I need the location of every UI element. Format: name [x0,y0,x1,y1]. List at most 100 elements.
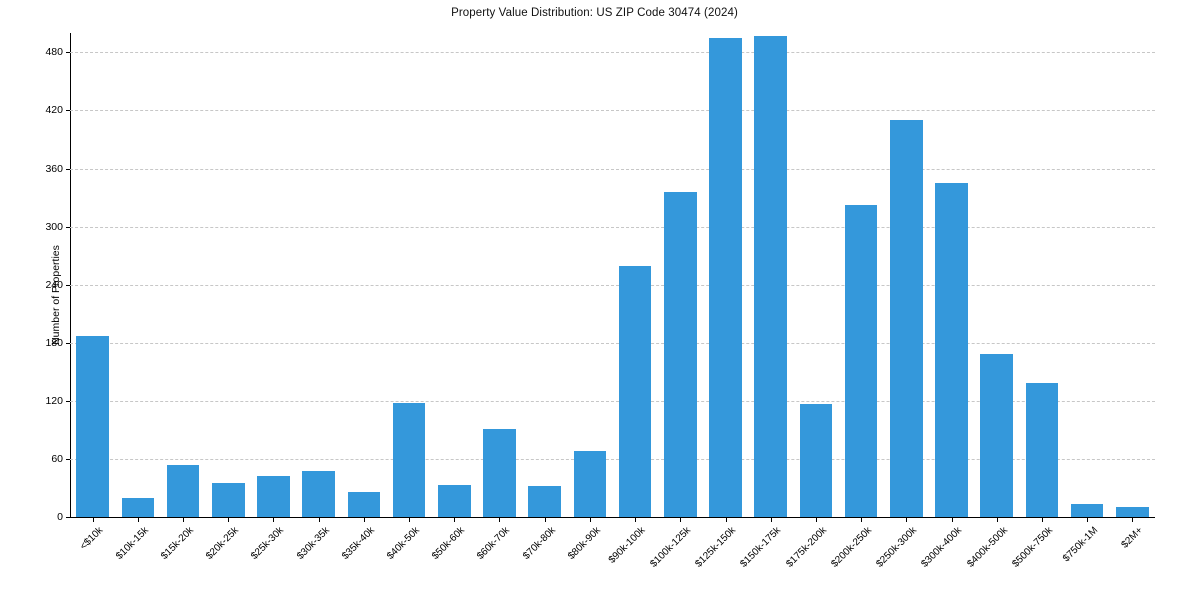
y-tick-label: 0 [57,511,63,523]
x-tick-mark [589,518,591,522]
gridline [70,284,1155,286]
x-tick-label: $500k-750k [1010,525,1055,570]
y-tick-mark [66,342,70,344]
x-tick-label: $100k-125k [648,525,694,570]
x-tick-label: $125k-150k [693,525,739,570]
x-tick-mark [996,518,998,522]
y-tick-mark [66,110,70,112]
x-tick-label: $70k-80k [520,525,558,562]
x-tick-mark [454,518,456,522]
bar[interactable] [1025,383,1059,517]
x-tick-mark [1041,518,1043,522]
bar[interactable] [211,483,245,517]
x-tick-label: $750k-1M [1060,525,1100,565]
y-tick-label: 360 [45,162,63,175]
x-tick-label: $2M+ [1119,525,1146,551]
bar[interactable] [1070,504,1104,517]
chart-title: Property Value Distribution: US ZIP Code… [451,7,738,19]
bar[interactable] [980,354,1014,517]
bar[interactable] [437,485,471,517]
x-tick-mark [318,518,320,522]
y-axis-spine [70,33,71,518]
x-tick-mark [499,518,501,522]
bar[interactable] [257,476,290,517]
y-tick-label: 180 [45,336,63,349]
y-tick-label: 240 [45,278,63,291]
bar[interactable] [754,35,787,517]
y-tick-mark [66,458,70,460]
x-tick-mark [183,518,185,522]
x-tick-mark [725,518,727,522]
gridline [70,342,1155,344]
x-tick-label: $80k-90k [565,525,603,562]
x-tick-mark [1132,518,1134,522]
x-tick-label: $200k-250k [829,525,874,570]
y-tick-mark [66,517,70,518]
y-tick-label: 420 [45,104,63,117]
x-tick-mark [861,518,863,522]
x-tick-mark [273,518,275,522]
y-tick-label: 300 [45,220,63,233]
x-tick-label: $35k-40k [339,525,377,562]
x-tick-label: <$10k [78,525,106,553]
bar[interactable] [664,191,697,517]
gridline [70,110,1155,112]
gridline [70,226,1155,228]
x-tick-label: $250k-300k [874,525,920,570]
x-tick-label: $150k-175k [738,525,784,570]
bar[interactable] [347,491,381,517]
bar[interactable] [528,486,561,517]
x-tick-label: $300k-400k [919,525,965,570]
x-tick-mark [680,518,682,522]
x-tick-label: $50k-60k [430,525,468,562]
y-tick-label: 120 [45,394,63,407]
x-tick-label: $60k-70k [475,525,513,562]
bar[interactable] [392,402,426,517]
gridline [70,400,1155,402]
gridline [70,458,1155,460]
y-tick-mark [66,284,70,286]
x-tick-mark [544,518,546,522]
x-tick-mark [137,518,139,522]
x-tick-mark [1087,518,1089,522]
bar[interactable] [166,464,200,517]
bar[interactable] [76,335,109,517]
bar[interactable] [844,205,878,517]
y-axis-label: Number of Properties [49,245,62,345]
x-tick-mark [770,518,772,522]
plot-area: 0 60 120 180 240 300 360 420 480 <$10k $10k-15k $1… [45,33,1155,570]
bar[interactable] [302,470,335,517]
x-tick-mark [228,518,230,522]
bar[interactable] [483,428,516,517]
y-tick-label: 480 [45,46,63,59]
bar[interactable] [573,451,607,517]
y-tick-label: 60 [51,452,63,465]
bar[interactable] [799,403,833,517]
x-tick-mark [815,518,817,522]
x-tick-label: $40k-50k [384,525,422,562]
x-tick-mark [635,518,637,522]
x-tick-mark [906,518,908,522]
bar[interactable] [709,37,742,517]
x-tick-mark [951,518,953,522]
gridline [70,52,1155,54]
bar[interactable] [935,183,968,517]
x-tick-label: $175k-200k [783,525,829,570]
y-tick-mark [66,226,70,228]
bar[interactable] [121,497,155,517]
y-tick-mark [66,400,70,402]
x-tick-label: $15k-20k [158,525,196,562]
y-tick-mark [66,168,70,170]
bar[interactable] [890,120,923,517]
x-tick-label: $25k-30k [249,525,287,562]
bar[interactable] [618,266,652,517]
gridline [70,168,1155,170]
x-tick-mark [409,518,411,522]
x-axis-spine [70,517,1155,518]
x-tick-label: $400k-500k [964,525,1010,570]
bar[interactable] [1116,507,1149,517]
x-tick-mark [92,518,94,522]
y-tick-mark [66,52,70,54]
x-tick-label: $90k-100k [607,525,648,566]
